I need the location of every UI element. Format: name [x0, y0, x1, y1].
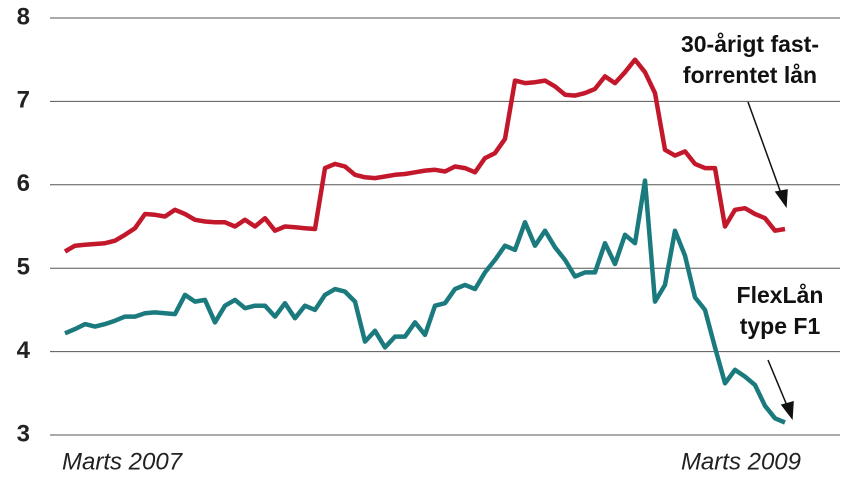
arrow-line: [767, 359, 789, 409]
x-tick-label: Marts 2007: [62, 448, 184, 475]
y-tick-label: 6: [17, 170, 30, 197]
arrow-head: [774, 189, 788, 209]
arrows: [747, 101, 794, 421]
series-label: 30-årigt fast-: [681, 31, 819, 57]
series-label: forrentet lån: [683, 62, 817, 88]
x-tick-label: Marts 2009: [681, 448, 801, 475]
plot: 3 4 5 6 7 8 Marts 2007 Marts 2009 30-årigt fast-…: [17, 3, 840, 475]
series-line: [63, 57, 786, 254]
y-tick-label: 5: [17, 254, 30, 281]
series-label: FlexLån: [737, 282, 824, 308]
series-label: type F1: [740, 313, 821, 339]
y-tick-label: 7: [17, 87, 30, 114]
arrow-line: [747, 101, 783, 197]
y-tick-label: 4: [17, 337, 31, 364]
y-tick-label: 3: [17, 420, 30, 447]
y-tick-label: 8: [17, 3, 30, 30]
arrow-head: [780, 401, 794, 421]
series-line: [64, 178, 786, 425]
